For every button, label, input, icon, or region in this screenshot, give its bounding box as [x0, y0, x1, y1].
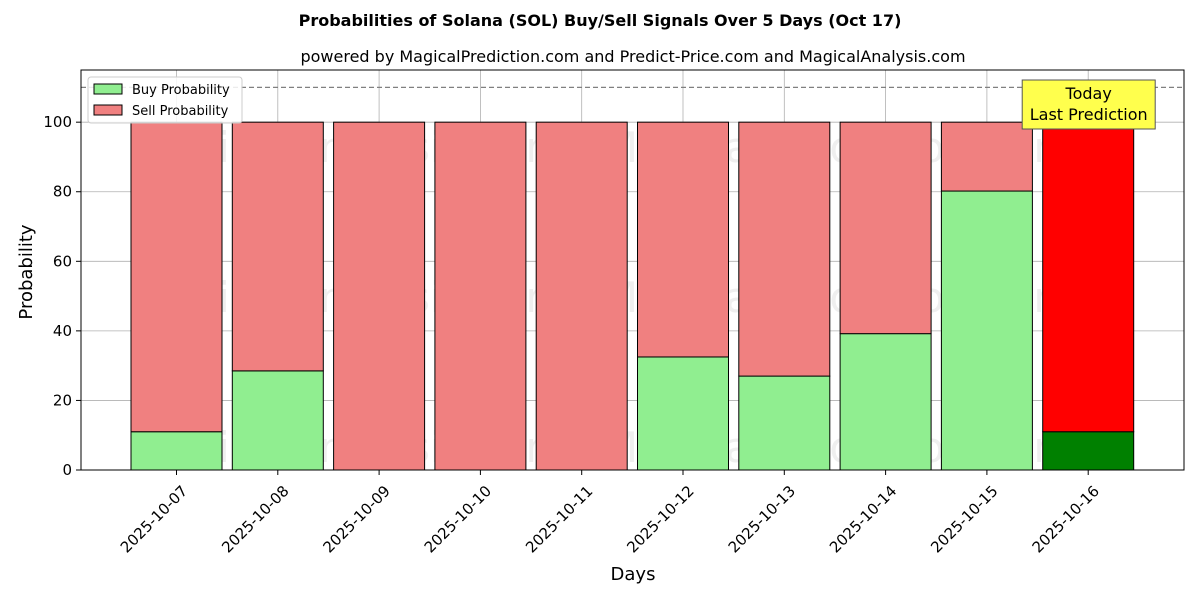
x-axis-label: Days [611, 564, 656, 585]
y-tick-label: 60 [53, 252, 72, 270]
annotation-box [1021, 79, 1156, 130]
chart-title: Probabilities of Solana (SOL) Buy/Sell S… [299, 11, 902, 30]
plot-frame [80, 69, 1185, 471]
bar-sell-2025-10-14 [839, 121, 932, 335]
legend-label: Sell Probability [132, 104, 229, 119]
annotation-line: Today [1065, 84, 1112, 103]
legend-label: Buy Probability [132, 83, 230, 98]
bar-buy-2025-10-12 [637, 356, 729, 471]
y-tick-label: 80 [53, 183, 72, 201]
bar-sell-2025-10-15 [940, 121, 1033, 192]
bar-buy-2025-10-13 [738, 375, 831, 471]
y-axis-label: Probability [16, 224, 37, 319]
today-annotation: Today Last Prediction [1021, 79, 1156, 130]
bar-buy-2025-10-14 [839, 333, 932, 471]
legend-swatch [93, 104, 123, 116]
bar-sell-2025-10-16 [1042, 121, 1135, 433]
bar-sell-2025-10-07 [130, 121, 223, 433]
bar-sell-2025-10-12 [637, 121, 729, 358]
legend-box [87, 76, 243, 124]
y-tick-label: 100 [43, 113, 72, 131]
bar-buy-2025-10-15 [940, 190, 1033, 471]
legend-swatch [93, 83, 123, 95]
annotation-line: Last Prediction [1030, 105, 1148, 124]
bar-sell-2025-10-10 [434, 121, 527, 471]
bar-sell-2025-10-09 [333, 121, 426, 471]
bars [130, 121, 1135, 471]
y-tick-label: 20 [53, 391, 72, 409]
y-ticks: 0 20 40 60 80 100 [43, 113, 81, 479]
legend: Buy Probability Sell Probability [87, 76, 243, 124]
bar-buy-2025-10-08 [231, 370, 324, 471]
bar-buy-2025-10-16 [1042, 431, 1135, 471]
y-tick-label: 40 [53, 322, 72, 340]
bar-buy-2025-10-07 [130, 431, 223, 471]
y-tick-label: 0 [62, 461, 72, 479]
bar-sell-2025-10-13 [738, 121, 831, 377]
chart-subtitle: powered by MagicalPrediction.com and Pre… [300, 47, 965, 66]
bar-sell-2025-10-11 [535, 121, 628, 471]
bar-sell-2025-10-08 [231, 121, 324, 372]
